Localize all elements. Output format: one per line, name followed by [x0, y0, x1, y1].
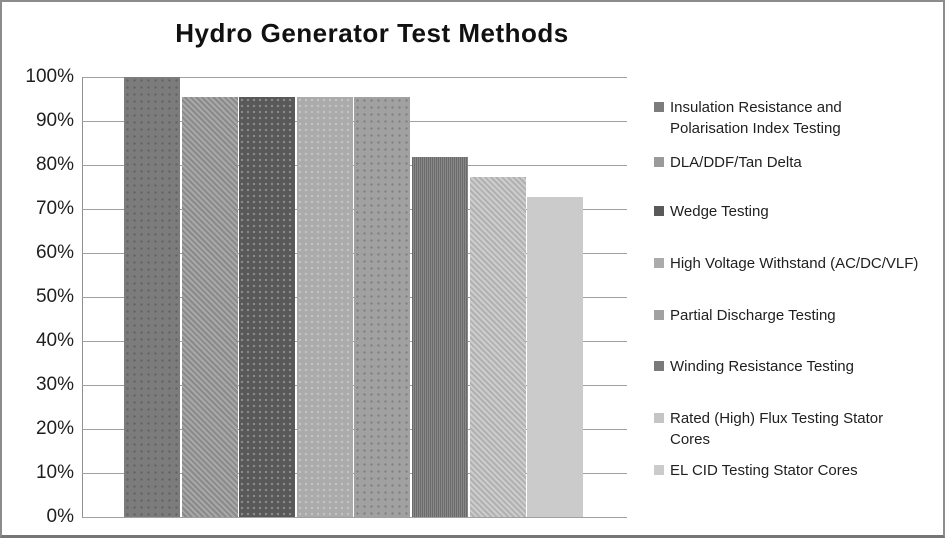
chart-title: Hydro Generator Test Methods	[175, 18, 569, 48]
legend-marker-icon	[654, 310, 664, 320]
legend-label: Partial Discharge Testing	[670, 307, 836, 324]
legend-label: EL CID Testing Stator Cores	[670, 462, 858, 479]
legend-item: Wedge Testing	[654, 201, 922, 222]
legend: Insulation Resistance and Polarisation I…	[654, 2, 940, 535]
legend-label: Winding Resistance Testing	[670, 358, 854, 375]
y-axis-tick-label: 50%	[35, 286, 74, 307]
y-axis-tick-label: 40%	[35, 330, 74, 351]
bar	[354, 97, 411, 517]
legend-item: EL CID Testing Stator Cores	[654, 460, 922, 481]
legend-marker-icon	[654, 258, 664, 268]
legend-item: Winding Resistance Testing	[654, 356, 922, 377]
y-axis-tick-label: 10%	[35, 462, 74, 483]
bar	[124, 77, 180, 517]
y-axis-tick-label: 30%	[35, 374, 74, 395]
y-axis-tick-label: 20%	[35, 418, 74, 439]
legend-marker-icon	[654, 413, 664, 423]
y-axis: 100% 90% 80% 70% 60% 50% 40% 30% 20% 10% 0%	[2, 2, 74, 535]
y-axis-tick-label: 100%	[25, 66, 74, 87]
legend-marker-icon	[654, 361, 664, 371]
bar	[296, 97, 353, 517]
y-axis-tick-label: 90%	[35, 110, 74, 131]
legend-marker-icon	[654, 102, 664, 112]
legend-label: DLA/DDF/Tan Delta	[670, 154, 802, 171]
bar	[412, 157, 468, 517]
legend-item: DLA/DDF/Tan Delta	[654, 152, 922, 173]
y-axis-tick-label: 60%	[35, 242, 74, 263]
y-axis-tick-label: 0%	[46, 506, 74, 527]
legend-marker-icon	[654, 206, 664, 216]
gridline	[82, 517, 627, 518]
legend-marker-icon	[654, 157, 664, 167]
bar	[469, 177, 526, 517]
bar	[239, 97, 296, 517]
legend-item: High Voltage Withstand (AC/DC/VLF)	[654, 253, 922, 274]
legend-item: Partial Discharge Testing	[654, 305, 922, 326]
legend-label: Rated (High) Flux Testing Stator Cores	[670, 410, 884, 448]
y-axis-tick-label: 80%	[35, 154, 74, 175]
legend-marker-icon	[654, 465, 664, 475]
legend-label: Insulation Resistance and Polarisation I…	[670, 99, 842, 137]
y-axis-tick-label: 70%	[35, 198, 74, 219]
bar	[527, 197, 584, 517]
legend-item: Insulation Resistance and Polarisation I…	[654, 97, 922, 139]
plot-area	[82, 77, 627, 518]
legend-label: Wedge Testing	[670, 203, 769, 220]
bar	[181, 97, 238, 517]
legend-item: Rated (High) Flux Testing Stator Cores	[654, 408, 922, 450]
legend-label: High Voltage Withstand (AC/DC/VLF)	[670, 255, 919, 272]
gridline	[82, 77, 627, 78]
